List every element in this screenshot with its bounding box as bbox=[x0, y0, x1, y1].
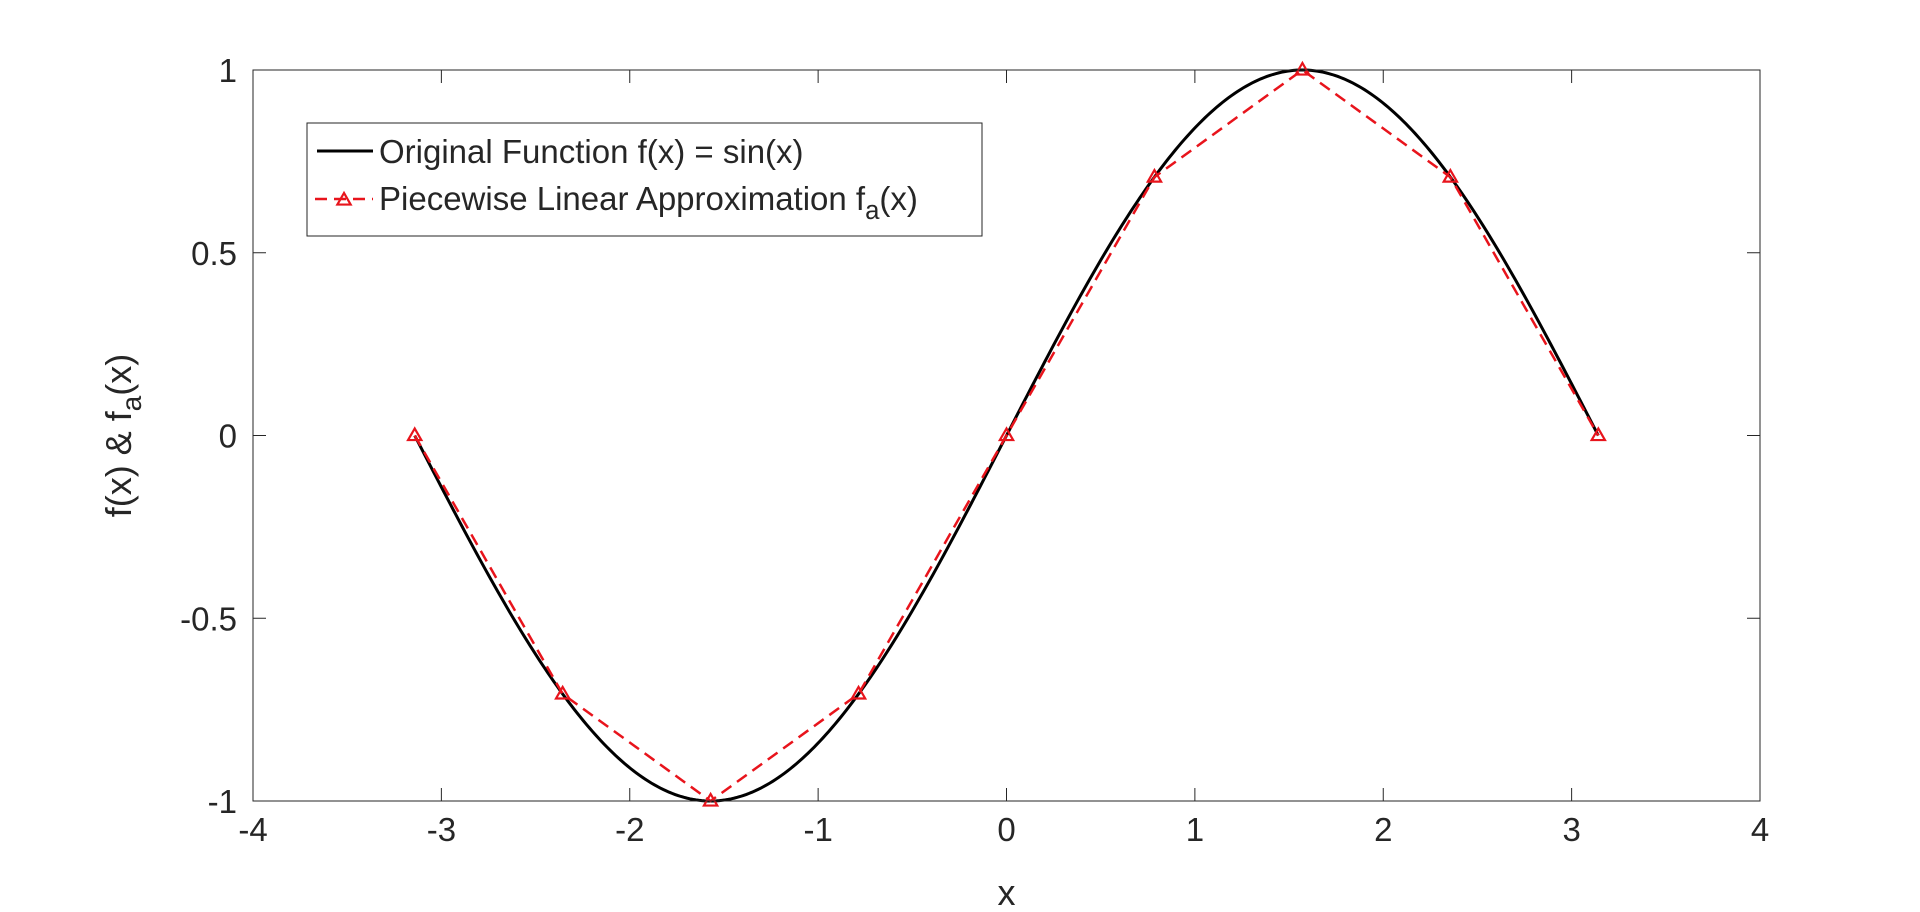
data-point-marker bbox=[997, 426, 1016, 442]
x-tick-label: -1 bbox=[803, 811, 832, 848]
y-axis-label-subscript: a bbox=[116, 395, 147, 411]
legend-label-approximation-subscript: a bbox=[865, 197, 880, 225]
data-point-marker bbox=[1145, 167, 1164, 183]
legend-label-approximation-main: Piecewise Linear Approximation f bbox=[379, 180, 866, 217]
legend-box bbox=[306, 122, 983, 237]
x-tick-label: -4 bbox=[238, 811, 267, 848]
y-axis-label-tail: (x) bbox=[98, 354, 139, 396]
x-tick-label: 3 bbox=[1562, 811, 1580, 848]
legend: Original Function f(x) = sin(x) Piecewise… bbox=[306, 122, 983, 237]
y-tick-label: -1 bbox=[208, 783, 237, 820]
x-tick-label: -2 bbox=[615, 811, 644, 848]
data-point-marker bbox=[1589, 426, 1607, 442]
data-point-marker bbox=[702, 791, 720, 807]
x-tick-label: -3 bbox=[427, 811, 456, 848]
x-tick-label: 4 bbox=[1751, 811, 1769, 848]
y-tick-label: 0.5 bbox=[191, 235, 237, 272]
data-point-marker bbox=[406, 426, 424, 442]
data-point-marker bbox=[554, 684, 572, 700]
x-tick-label: 1 bbox=[1186, 811, 1204, 848]
y-tick-label: -0.5 bbox=[180, 600, 237, 637]
data-point-marker bbox=[1441, 167, 1459, 183]
y-axis-label-main: f(x) & f bbox=[98, 410, 139, 517]
y-tick-label: 0 bbox=[219, 418, 237, 455]
legend-label-approximation-tail: (x) bbox=[879, 180, 917, 217]
series-line-approximation bbox=[413, 68, 1600, 803]
x-tick-label: 2 bbox=[1374, 811, 1392, 848]
y-tick-label: 1 bbox=[219, 52, 237, 89]
series-layer bbox=[406, 60, 1607, 807]
y-axis-label: f(x) & fa(x) bbox=[98, 354, 147, 518]
x-tick-label: 0 bbox=[997, 811, 1015, 848]
x-axis-label: x bbox=[998, 872, 1016, 912]
legend-label-sin: Original Function f(x) = sin(x) bbox=[379, 133, 804, 170]
data-point-marker bbox=[849, 684, 868, 700]
data-point-marker bbox=[1293, 60, 1311, 76]
legend-label-approximation: Piecewise Linear Approximation fa(x) bbox=[379, 180, 918, 225]
legend-marker-approximation bbox=[335, 190, 353, 206]
